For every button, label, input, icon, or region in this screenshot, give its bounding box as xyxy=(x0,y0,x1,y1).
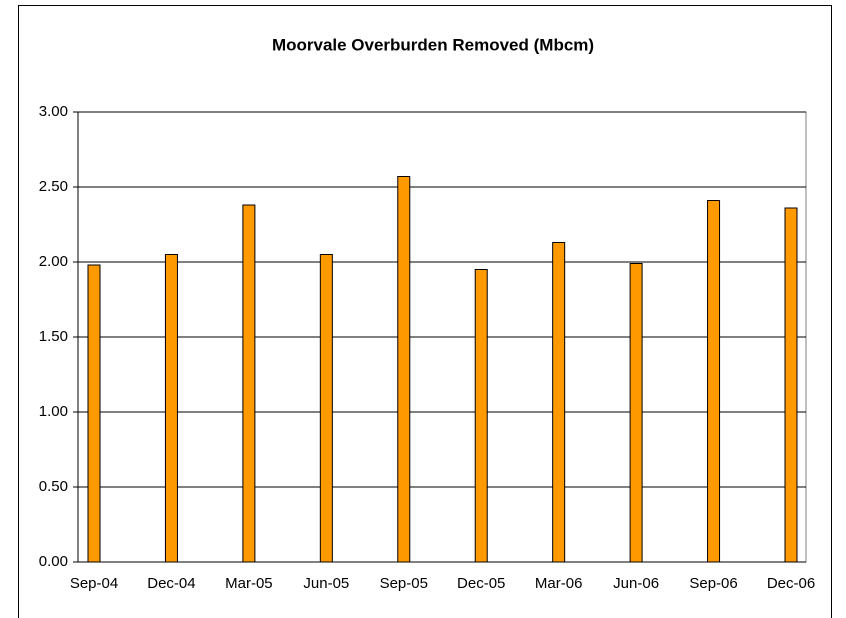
x-tick-label: Jun-05 xyxy=(303,575,349,592)
y-tick-label: 0.50 xyxy=(39,478,68,495)
bar xyxy=(707,200,721,563)
bar xyxy=(242,204,256,563)
x-tick-label: Dec-06 xyxy=(767,575,815,592)
bar xyxy=(784,207,798,563)
y-tick-label: 1.50 xyxy=(39,328,68,345)
bar xyxy=(319,254,333,563)
bar xyxy=(87,264,101,563)
chart-title: Moorvale Overburden Removed (Mbcm) xyxy=(272,35,594,54)
bar xyxy=(552,242,566,563)
y-tick-label: 2.00 xyxy=(39,253,68,270)
x-tick-label: Dec-05 xyxy=(457,575,505,592)
bar xyxy=(629,263,643,563)
y-tick-label: 0.00 xyxy=(39,553,68,570)
x-tick-label: Jun-06 xyxy=(613,575,659,592)
bar xyxy=(164,254,178,563)
y-tick-label: 3.00 xyxy=(39,103,68,120)
bar xyxy=(474,269,488,563)
x-tick-label: Dec-04 xyxy=(147,575,195,592)
bar xyxy=(397,176,411,563)
x-tick-label: Mar-06 xyxy=(535,575,583,592)
x-tick-label: Sep-06 xyxy=(689,575,737,592)
y-tick-label: 1.00 xyxy=(39,403,68,420)
x-tick-label: Sep-05 xyxy=(380,575,428,592)
x-tick-label: Sep-04 xyxy=(70,575,118,592)
y-tick-label: 2.50 xyxy=(39,178,68,195)
x-tick-label: Mar-05 xyxy=(225,575,273,592)
